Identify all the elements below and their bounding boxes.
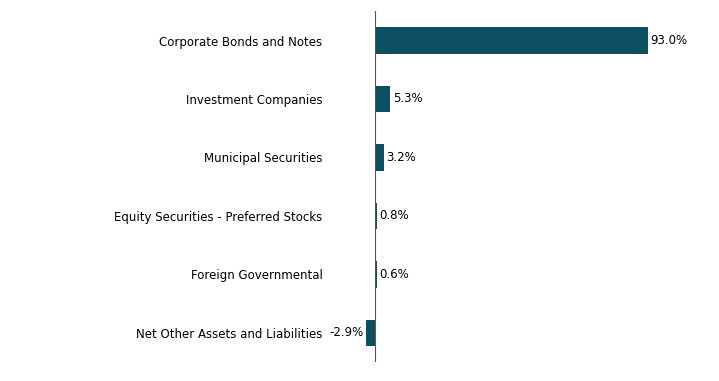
Bar — [375, 27, 648, 54]
Text: -2.9%: -2.9% — [330, 327, 364, 339]
Bar — [375, 203, 377, 229]
Text: 5.3%: 5.3% — [393, 93, 422, 106]
Text: 3.2%: 3.2% — [387, 151, 416, 164]
Bar — [375, 261, 377, 288]
Text: 0.8%: 0.8% — [380, 210, 409, 223]
Text: 0.6%: 0.6% — [379, 268, 408, 281]
Text: 93.0%: 93.0% — [650, 34, 687, 47]
Bar — [366, 320, 375, 346]
Bar — [375, 86, 390, 112]
Bar — [375, 144, 384, 171]
